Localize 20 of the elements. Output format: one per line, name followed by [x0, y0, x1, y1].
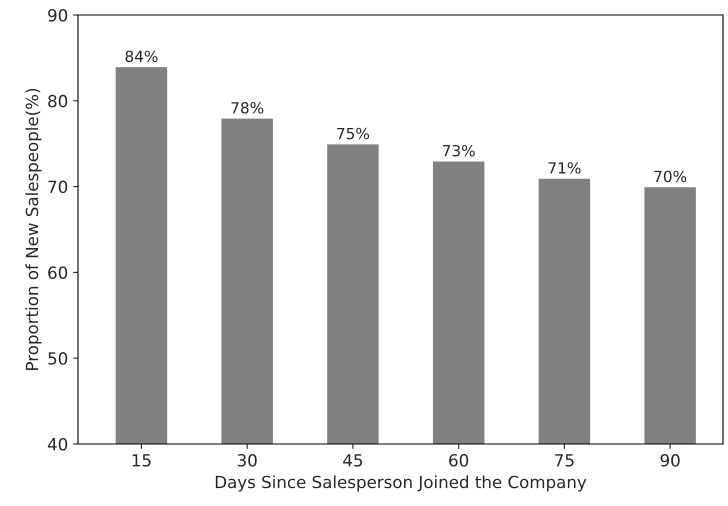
y-tick-label: 40 — [48, 438, 68, 451]
x-tick-label: 15 — [132, 454, 151, 467]
y-tick-label: 70 — [48, 180, 68, 194]
y-tick-label: 60 — [48, 266, 68, 279]
data-label: 73% — [442, 144, 475, 157]
x-tick-label: 30 — [238, 454, 257, 467]
data-label: 71% — [548, 162, 581, 174]
x-tick-label: 90 — [660, 454, 680, 467]
x-tick-label: 45 — [343, 454, 362, 467]
y-tick-label: 80 — [48, 94, 68, 108]
y-tick-label: 90 — [48, 8, 68, 22]
data-label: 75% — [337, 128, 370, 140]
y-axis-title: Proportion of New Salespeople(%) — [25, 88, 42, 370]
x-tick-label: 60 — [449, 454, 468, 467]
data-label: 70% — [654, 170, 686, 182]
y-tick-label: 50 — [48, 352, 68, 365]
x-axis-title: Days Since Salesperson Joined the Company — [216, 475, 586, 492]
data-label: 78% — [231, 102, 264, 114]
x-tick-label: 75 — [555, 454, 574, 467]
data-label: 84% — [126, 50, 158, 62]
